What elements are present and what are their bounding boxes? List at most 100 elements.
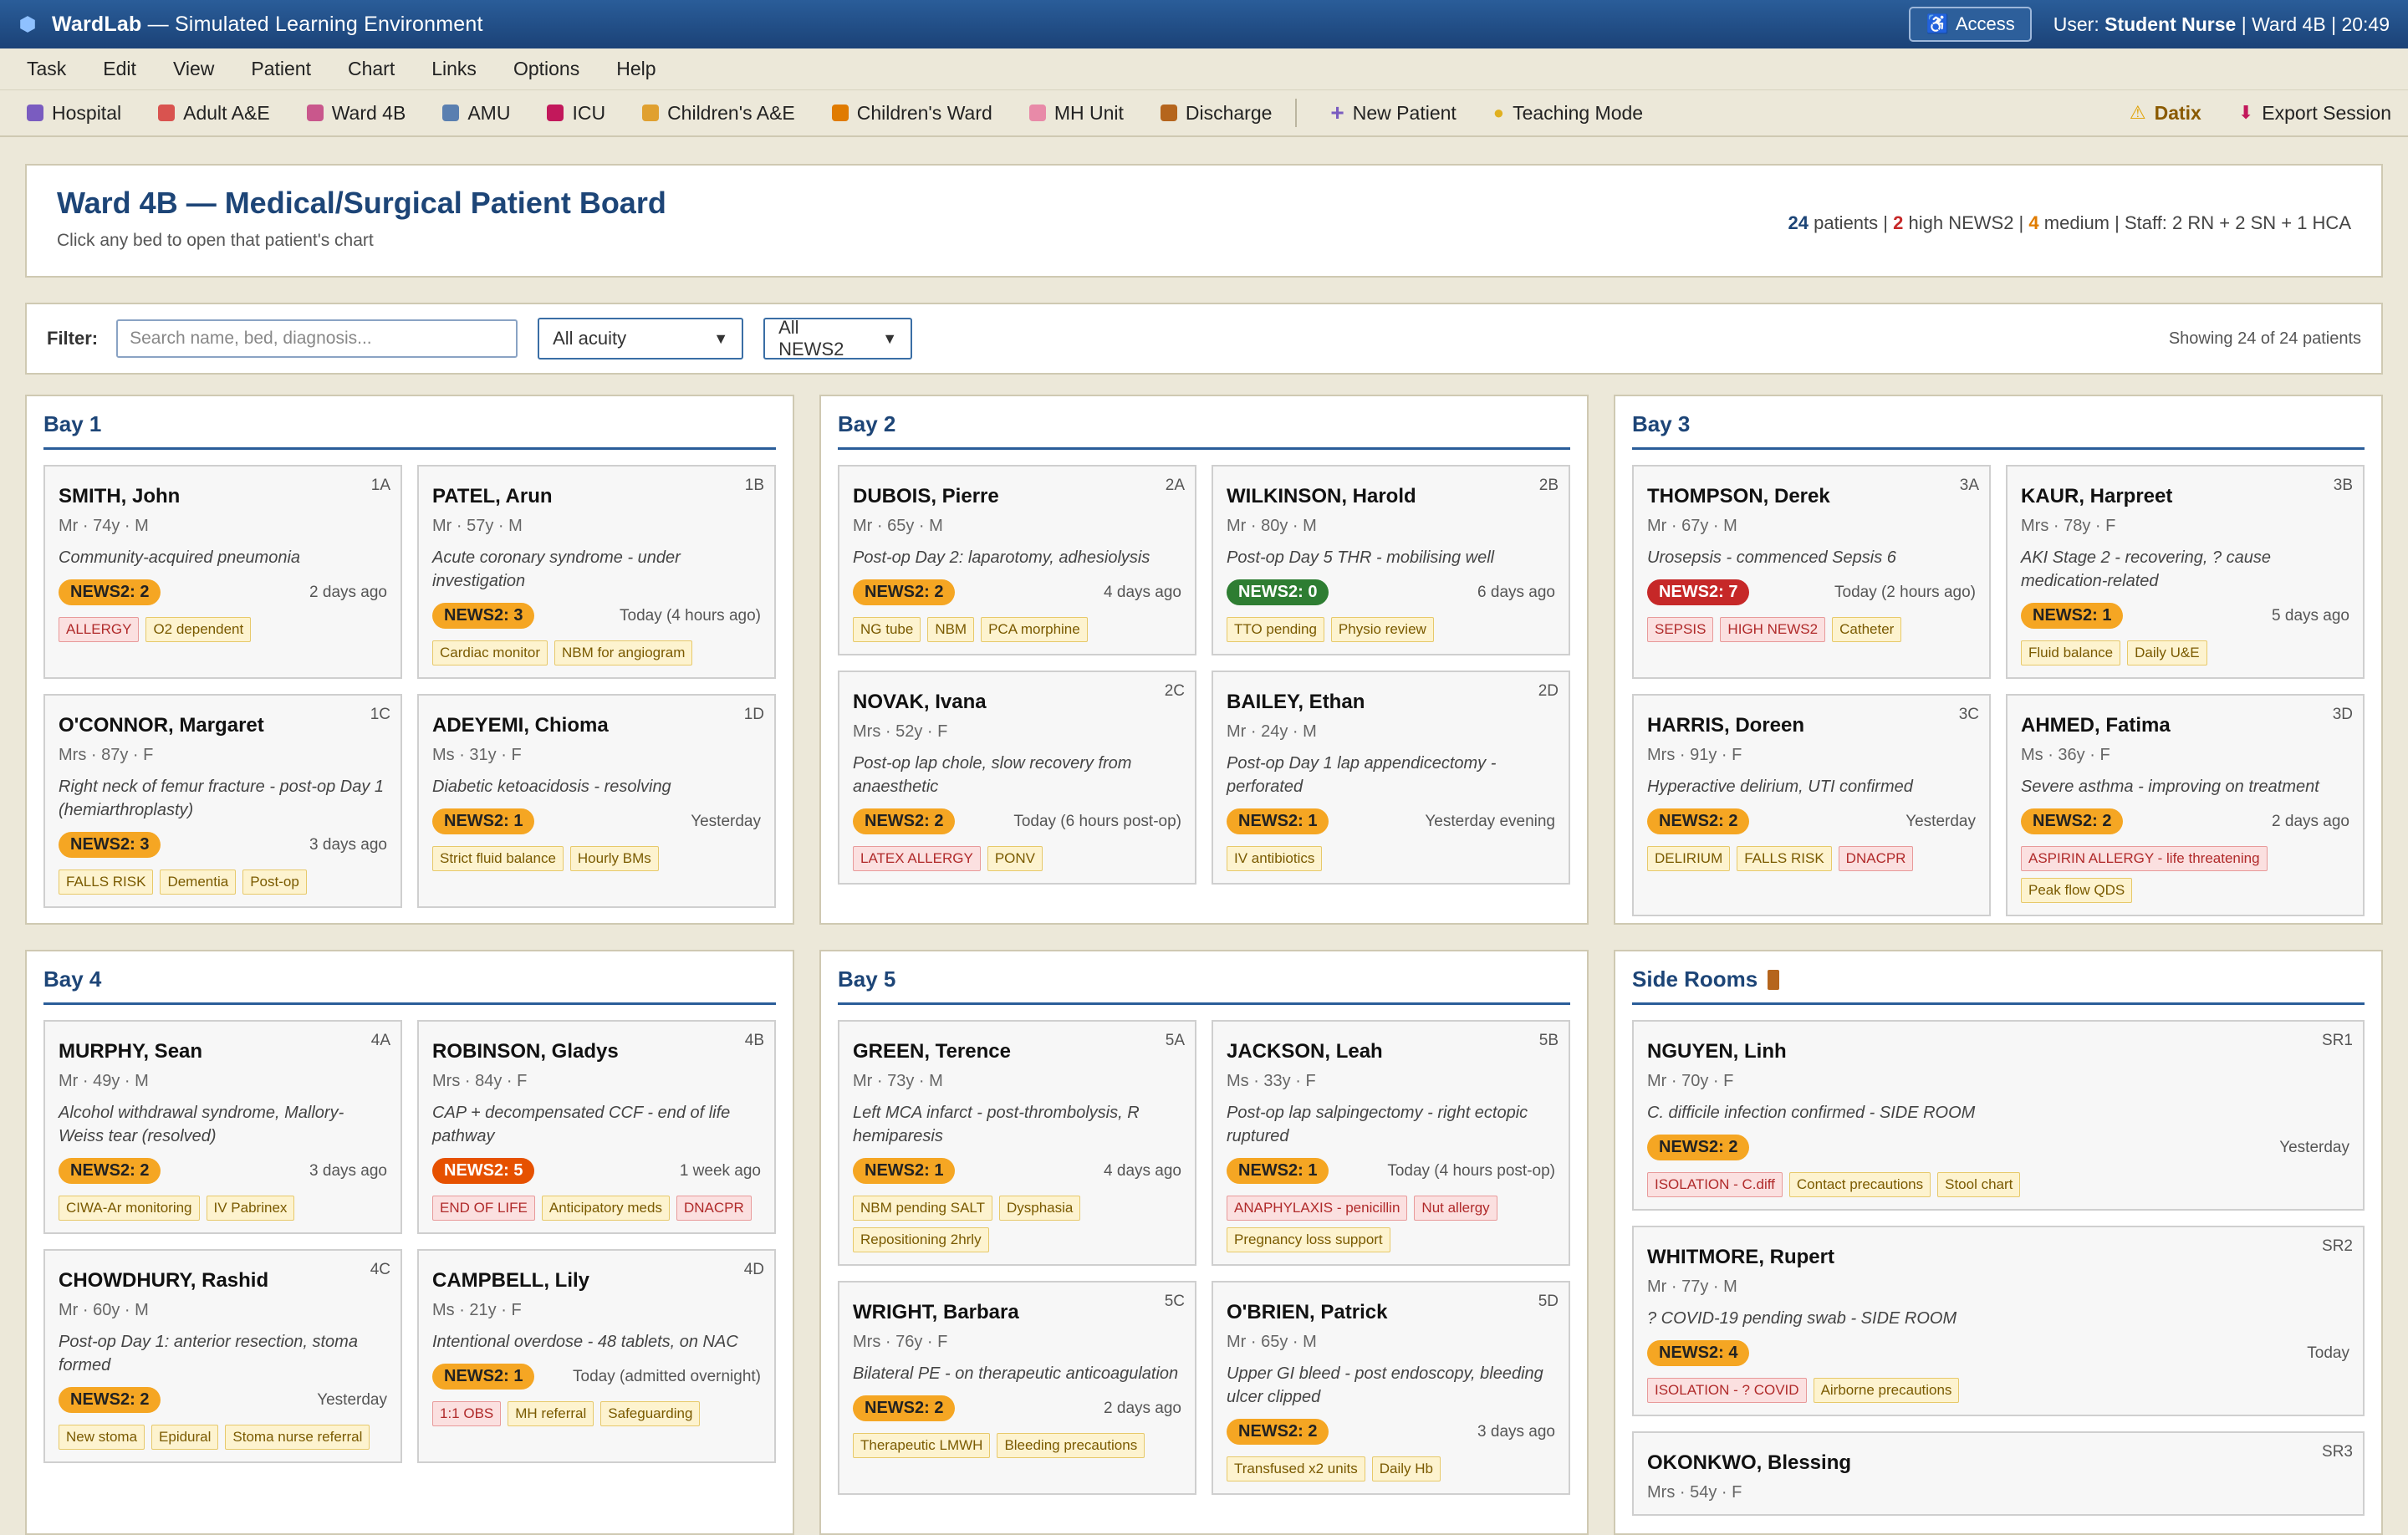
bed-card-4d[interactable]: 4D CAMPBELL, Lily Ms · 21y · F Intentional … bbox=[417, 1249, 776, 1463]
admission-time: 2 days ago bbox=[1104, 1399, 1181, 1417]
patient-demographics: Mr · 24y · M bbox=[1227, 722, 1317, 741]
menu-help[interactable]: Help bbox=[616, 58, 656, 79]
patient-name: WILKINSON, Harold bbox=[1227, 485, 1416, 507]
news2-select[interactable]: All NEWS2 ▼ bbox=[763, 317, 913, 360]
alert-tag: Physio review bbox=[1330, 617, 1434, 642]
toolbar-item-ward-4b[interactable]: Ward 4B bbox=[306, 102, 406, 125]
new-patient-button[interactable]: + New Patient bbox=[1330, 99, 1457, 125]
alert-tag: ALLERGY bbox=[59, 617, 140, 642]
diagnosis: Post-op Day 2: laparotomy, adhesiolysis bbox=[853, 548, 1150, 567]
tag-list: Transfused x2 units Daily Hb bbox=[1227, 1456, 1555, 1481]
bed-card-5c[interactable]: 5C WRIGHT, Barbara Mrs · 76y · F Bilateral … bbox=[838, 1281, 1196, 1495]
alert-tag: Daily Hb bbox=[1371, 1456, 1441, 1481]
bed-card-4a[interactable]: 4A MURPHY, Sean Mr · 49y · M Alcohol withdr… bbox=[43, 1020, 402, 1234]
bed-number: SR1 bbox=[2322, 1032, 2353, 1049]
diagnosis: Post-op Day 1: anterior resection, stoma… bbox=[59, 1333, 358, 1374]
tag-list: ISOLATION - ? COVID Airborne precautions bbox=[1647, 1378, 2349, 1403]
bed-card-2d[interactable]: 2D BAILEY, Ethan Mr · 24y · M Post-op Day 1… bbox=[1212, 671, 1570, 885]
menu-view[interactable]: View bbox=[172, 58, 215, 79]
patient-name: WHITMORE, Rupert bbox=[1647, 1246, 1834, 1268]
alert-tag: Epidural bbox=[151, 1425, 219, 1450]
bed-card-5d[interactable]: 5D O'BRIEN, Patrick Mr · 65y · M Upper GI b… bbox=[1212, 1281, 1570, 1495]
bed-card-sr3[interactable]: SR3 OKONKWO, Blessing Mrs · 54y · F bbox=[1632, 1431, 2365, 1516]
toolbar-item-icu[interactable]: ICU bbox=[547, 102, 605, 125]
tag-list: New stoma Epidural Stoma nurse referral bbox=[59, 1425, 387, 1450]
toolbar-item-hospital[interactable]: Hospital bbox=[27, 102, 121, 125]
diagnosis: Severe asthma - improving on treatment bbox=[2021, 778, 2319, 796]
bed-number: 3A bbox=[1959, 477, 1979, 494]
bed-card-2c[interactable]: 2C NOVAK, Ivana Mrs · 52y · F Post-op lap c… bbox=[838, 671, 1196, 885]
tag-list: LATEX ALLERGY PONV bbox=[853, 846, 1181, 871]
tag-list: DELIRIUM FALLS RISK DNACPR bbox=[1647, 846, 1976, 871]
diagnosis: Community-acquired pneumonia bbox=[59, 548, 301, 567]
diagnosis: Post-op lap salpingectomy - right ectopi… bbox=[1227, 1104, 1528, 1145]
patient-demographics: Mr · 77y · M bbox=[1647, 1277, 1737, 1296]
diagnosis: Acute coronary syndrome - under investig… bbox=[432, 548, 681, 590]
result-count: Showing 24 of 24 patients bbox=[2168, 329, 2361, 348]
diagnosis: Bilateral PE - on therapeutic anticoagul… bbox=[853, 1364, 1179, 1383]
bed-card-2a[interactable]: 2A DUBOIS, Pierre Mr · 65y · M Post-op Day … bbox=[838, 465, 1196, 655]
bed-card-3d[interactable]: 3D AHMED, Fatima Ms · 36y · F Severe asthma… bbox=[2006, 694, 2365, 916]
admission-time: 1 week ago bbox=[679, 1161, 761, 1180]
export-session-button[interactable]: ⬇ Export Session bbox=[2237, 101, 2391, 124]
diagnosis: Urosepsis - commenced Sepsis 6 bbox=[1647, 548, 1896, 567]
bed-card-2b[interactable]: 2B WILKINSON, Harold Mr · 80y · M Post-op D… bbox=[1212, 465, 1570, 655]
news2-badge: NEWS2: 2 bbox=[853, 579, 956, 605]
toolbar-item-adult-a-e[interactable]: Adult A&E bbox=[158, 102, 270, 125]
news2-row: NEWS2: 2 Today (6 hours post-op) bbox=[853, 808, 1181, 834]
bed-number: 4A bbox=[370, 1032, 390, 1049]
bed-card-4b[interactable]: 4B ROBINSON, Gladys Mrs · 84y · F CAP + dec… bbox=[417, 1020, 776, 1234]
news2-row: NEWS2: 2 2 days ago bbox=[853, 1395, 1181, 1421]
menu-links[interactable]: Links bbox=[431, 58, 477, 79]
bed-card-sr2[interactable]: SR2 WHITMORE, Rupert Mr · 77y · M ? COVID-1… bbox=[1632, 1226, 2365, 1416]
bed-card-1b[interactable]: 1B PATEL, Arun Mr · 57y · M Acute coronary … bbox=[417, 465, 776, 679]
toolbar-item-mh-unit[interactable]: MH Unit bbox=[1028, 102, 1124, 125]
bed-card-5a[interactable]: 5A GREEN, Terence Mr · 73y · M Left MCA inf… bbox=[838, 1020, 1196, 1266]
toolbar-item-discharge[interactable]: Discharge bbox=[1160, 102, 1272, 125]
building-icon bbox=[306, 105, 324, 121]
bed-card-3c[interactable]: 3C HARRIS, Doreen Mrs · 91y · F Hyperactive… bbox=[1632, 694, 1991, 916]
bed-number: 3D bbox=[2332, 706, 2353, 723]
hospital-icon bbox=[27, 105, 43, 121]
bed-card-1a[interactable]: 1A SMITH, John Mr · 74y · M Community-acqui… bbox=[43, 465, 402, 679]
chevron-down-icon: ▼ bbox=[882, 329, 898, 347]
toolbar-separator bbox=[1295, 99, 1298, 127]
menu-options[interactable]: Options bbox=[513, 58, 580, 79]
bed-card-3a[interactable]: 3A THOMPSON, Derek Mr · 67y · M Urosepsis -… bbox=[1632, 465, 1991, 679]
patient-demographics: Mr · 70y · F bbox=[1647, 1072, 1734, 1090]
datix-button[interactable]: ⚠ Datix bbox=[2129, 101, 2201, 124]
board-header: Ward 4B — Medical/Surgical Patient Board… bbox=[25, 164, 2383, 278]
door-icon bbox=[1768, 969, 1780, 990]
patient-demographics: Mrs · 84y · F bbox=[432, 1072, 528, 1090]
news2-row: NEWS2: 2 3 days ago bbox=[59, 1158, 387, 1184]
patient-name: CHOWDHURY, Rashid bbox=[59, 1269, 269, 1292]
bed-card-5b[interactable]: 5B JACKSON, Leah Ms · 33y · F Post-op lap s… bbox=[1212, 1020, 1570, 1266]
acuity-select[interactable]: All acuity ▼ bbox=[538, 318, 744, 360]
teaching-mode-button[interactable]: ● Teaching Mode bbox=[1492, 101, 1644, 124]
alert-tag: Stoma nurse referral bbox=[225, 1425, 370, 1450]
alert-tag: Contact precautions bbox=[1788, 1172, 1931, 1197]
search-input[interactable] bbox=[116, 319, 518, 358]
admission-time: 4 days ago bbox=[1104, 1161, 1181, 1180]
admission-time: 4 days ago bbox=[1104, 583, 1181, 601]
toolbar-item-amu[interactable]: AMU bbox=[442, 102, 510, 125]
alert-tag: Bleeding precautions bbox=[997, 1433, 1145, 1458]
bed-card-1c[interactable]: 1C O'CONNOR, Margaret Mrs · 87y · F Right n… bbox=[43, 694, 402, 908]
menu-patient[interactable]: Patient bbox=[251, 58, 311, 79]
bed-card-1d[interactable]: 1D ADEYEMI, Chioma Ms · 31y · F Diabetic ke… bbox=[417, 694, 776, 908]
diagnosis: Hyperactive delirium, UTI confirmed bbox=[1647, 778, 1913, 796]
patient-demographics: Ms · 21y · F bbox=[432, 1301, 522, 1319]
patient-name: CAMPBELL, Lily bbox=[432, 1269, 590, 1292]
diagnosis: CAP + decompensated CCF - end of life pa… bbox=[432, 1104, 731, 1145]
bed-card-3b[interactable]: 3B KAUR, Harpreet Mrs · 78y · F AKI Stage 2… bbox=[2006, 465, 2365, 679]
toolbar-item-children-s-ward[interactable]: Children's Ward bbox=[831, 102, 992, 125]
toolbar-item-children-s-a-e[interactable]: Children's A&E bbox=[642, 102, 795, 125]
access-button[interactable]: ♿ Access bbox=[1909, 7, 2032, 42]
menu-edit[interactable]: Edit bbox=[103, 58, 136, 79]
menu-task[interactable]: Task bbox=[27, 58, 67, 79]
bed-card-4c[interactable]: 4C CHOWDHURY, Rashid Mr · 60y · M Post-op D… bbox=[43, 1249, 402, 1463]
tag-list: ASPIRIN ALLERGY - life threatening Peak f… bbox=[2021, 846, 2349, 903]
patient-name: ADEYEMI, Chioma bbox=[432, 714, 609, 737]
menu-chart[interactable]: Chart bbox=[347, 58, 395, 79]
bed-card-sr1[interactable]: SR1 NGUYEN, Linh Mr · 70y · F C. difficile … bbox=[1632, 1020, 2365, 1211]
